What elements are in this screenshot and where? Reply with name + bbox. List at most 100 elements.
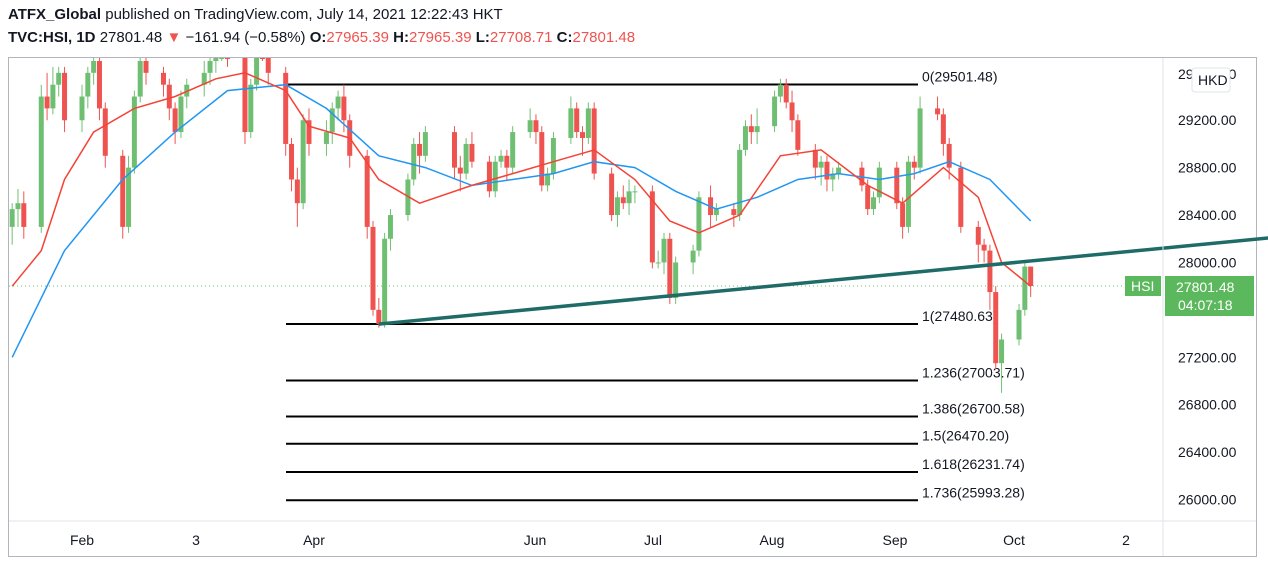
candle-body xyxy=(323,132,329,144)
chart-frame xyxy=(8,57,1257,557)
candle-body xyxy=(457,167,463,174)
candle-body xyxy=(731,209,737,216)
candle-body xyxy=(265,58,271,73)
candle-body xyxy=(387,215,393,239)
candle-body xyxy=(289,143,295,180)
candle-body xyxy=(667,238,673,299)
candle-body xyxy=(742,126,748,150)
candle-body xyxy=(300,120,306,204)
candle-body xyxy=(830,173,836,180)
fib-level-label: 1.386(26700.58) xyxy=(922,400,1025,416)
candle-body xyxy=(568,108,574,139)
candle-body xyxy=(661,238,667,263)
candle-body xyxy=(946,143,952,168)
open-value: 27965.39 xyxy=(326,29,389,46)
candle-body xyxy=(527,120,533,133)
last-price-marker: HSI 27801.48 04:07:18 xyxy=(1125,276,1254,316)
symbol-badge-label: HSI xyxy=(1131,278,1154,294)
candle-body xyxy=(824,161,830,180)
candle-body xyxy=(580,132,586,139)
candle-body xyxy=(539,132,545,186)
time-tick-label: Oct xyxy=(1003,532,1025,548)
candle-body xyxy=(498,155,504,162)
candle-body xyxy=(44,96,50,109)
candle-body xyxy=(137,60,143,97)
currency-badge[interactable] xyxy=(1191,67,1231,93)
candle-body xyxy=(550,138,556,174)
candle-body xyxy=(935,108,941,115)
candle-body xyxy=(574,108,580,133)
candle-body xyxy=(91,60,97,73)
candle-body xyxy=(160,72,166,85)
candle-body xyxy=(411,143,417,180)
fibonacci-extension: 0(29501.48) 1(27480.63) 1.236(27003.71) 1.3… xyxy=(9,69,1125,502)
currency-label: HKD xyxy=(1198,72,1228,88)
candle-body xyxy=(21,203,27,227)
candle-body xyxy=(178,96,184,133)
down-arrow-icon: ▼ xyxy=(166,29,182,46)
author-name[interactable]: ATFX_Global xyxy=(8,6,102,23)
candle-body xyxy=(294,179,300,204)
low-value: 27708.71 xyxy=(489,29,553,46)
candle-body xyxy=(777,84,783,97)
candle-body xyxy=(545,173,551,186)
candle-body xyxy=(993,292,999,364)
candle-body xyxy=(382,238,388,325)
fib-level-label: 0(29501.48) xyxy=(922,69,998,85)
candle-body xyxy=(987,250,993,293)
ma-slow-line xyxy=(11,83,1032,358)
candle-body xyxy=(370,226,376,310)
candle-body xyxy=(894,167,900,204)
candle-body xyxy=(225,58,230,59)
candle-body xyxy=(632,191,638,193)
candle-body xyxy=(376,309,382,325)
candle-body xyxy=(469,143,475,162)
candle-body xyxy=(836,167,842,174)
candle-body xyxy=(865,185,871,210)
candle-body xyxy=(690,250,696,263)
candle-body xyxy=(85,72,91,97)
fib-level-label: 1.618(26231.74) xyxy=(922,456,1025,472)
candle-body xyxy=(975,226,981,245)
candle-body xyxy=(207,60,213,73)
candle-body xyxy=(655,262,661,264)
candle-body xyxy=(789,102,795,121)
price-tick-label: 26400.00 xyxy=(1178,444,1237,460)
candle-body xyxy=(1022,266,1028,310)
publish-header: ATFX_Global published on TradingView.com… xyxy=(8,6,503,23)
candle-body xyxy=(649,191,655,263)
price-tick-label: 28800.00 xyxy=(1178,160,1237,176)
candle-body xyxy=(609,173,615,216)
price-tick-label: 27200.00 xyxy=(1178,349,1237,365)
high-value: 27965.39 xyxy=(408,29,472,46)
price-tick-label: 26800.00 xyxy=(1178,397,1237,413)
candle-body xyxy=(184,84,190,97)
time-tick-label: 2 xyxy=(1122,532,1130,548)
candle-body xyxy=(364,155,370,227)
time-tick-label: Feb xyxy=(70,532,94,548)
high-label: H: xyxy=(393,29,409,46)
candle-body xyxy=(620,197,626,204)
candle-body xyxy=(940,114,946,144)
candle-body xyxy=(591,108,597,174)
candle-body xyxy=(242,58,248,133)
candle-body xyxy=(102,108,108,156)
time-tick-label: Sep xyxy=(883,532,908,548)
candle-body xyxy=(451,132,457,168)
candle-body xyxy=(486,161,492,192)
candle-body xyxy=(422,132,428,156)
time-tick-label: Apr xyxy=(303,532,325,548)
candle-body xyxy=(79,96,85,121)
candle-body xyxy=(96,60,102,109)
candle-body xyxy=(166,84,172,109)
candle-body xyxy=(905,161,911,227)
ma-fast-line xyxy=(11,72,1032,287)
candle-body xyxy=(50,84,56,109)
candle-body xyxy=(783,84,789,103)
candle-body xyxy=(56,72,62,85)
candle-body xyxy=(533,120,539,133)
candle-body xyxy=(131,96,137,168)
moving-averages xyxy=(11,72,1032,358)
candle-body xyxy=(673,262,679,299)
